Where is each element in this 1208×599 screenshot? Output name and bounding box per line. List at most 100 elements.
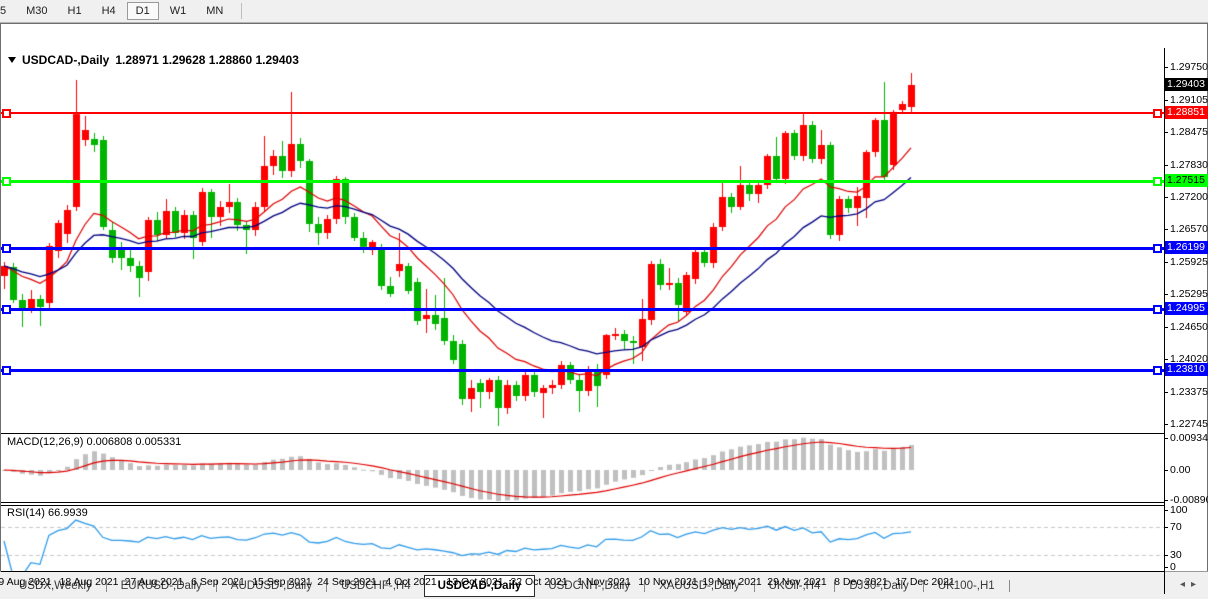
price-badge-1.26199: 1.26199: [1165, 241, 1208, 254]
price-badge-1.24995: 1.24995: [1165, 302, 1208, 315]
rsi-value: 66.9939: [47, 507, 88, 519]
date-label: 9 Aug 2021: [0, 576, 52, 588]
rsi-axis-tick: [1164, 527, 1168, 528]
level-line-1.28851[interactable]: [1, 112, 1164, 114]
price-axis-label: 1.27830: [1170, 159, 1208, 171]
macd-indicator-label: MACD(12,26,9) 0.006808 0.005331: [7, 436, 181, 448]
period-button-5[interactable]: 5: [0, 5, 7, 17]
rsi-axis-label: 0: [1170, 561, 1176, 573]
date-label: 1 Nov 2021: [577, 576, 631, 588]
tab-usdchf-h4[interactable]: USDCHF-,H4: [340, 579, 411, 592]
macd-name: MACD(12,26,9): [7, 436, 84, 448]
period-button-h4[interactable]: H4: [101, 5, 116, 17]
price-axis-tick: [1164, 67, 1168, 68]
tab-xauusd-daily[interactable]: XAUUSD-,Daily: [659, 579, 740, 592]
tab-eurusd-daily[interactable]: EURUSD-,Daily: [120, 579, 202, 592]
tab-scroll-arrows: ◂▸: [1180, 579, 1202, 590]
price-axis-label: 1.27200: [1170, 191, 1208, 203]
chart-ohlc-values: 1.28971 1.29628 1.28860 1.29403: [115, 53, 299, 67]
level-handle-right-1.26199[interactable]: [1153, 244, 1162, 253]
price-axis-tick: [1164, 424, 1168, 425]
price-axis-tick: [1164, 132, 1168, 133]
level-handle-left-1.26199[interactable]: [2, 244, 11, 253]
tab-usdx-weekly[interactable]: USDX,Weekly: [19, 579, 92, 592]
level-handle-right-1.24995[interactable]: [1153, 305, 1162, 314]
price-badge-1.27515: 1.27515: [1165, 174, 1208, 187]
tab-divider: [753, 580, 755, 592]
price-axis-tick: [1164, 392, 1168, 393]
chart-canvas[interactable]: [1, 48, 1165, 595]
tab-uk100-h1[interactable]: UK100-,H1: [937, 579, 995, 592]
tab-divider: [105, 580, 107, 592]
rsi-name: RSI(14): [7, 507, 45, 519]
level-handle-left-1.27515[interactable]: [2, 177, 11, 186]
price-axis-tick: [1164, 197, 1168, 198]
chart-symbol-label: USDCAD-,Daily: [22, 53, 110, 67]
price-axis-label: 1.26570: [1170, 223, 1208, 235]
rsi-axis-label: 100: [1170, 504, 1188, 516]
period-button-m30[interactable]: M30: [26, 5, 48, 17]
level-handle-left-1.28851[interactable]: [2, 109, 11, 118]
macd-axis-label: 0.00: [1170, 464, 1191, 476]
chart-dropdown-icon[interactable]: [8, 57, 16, 63]
tab-divider: [834, 580, 836, 592]
price-axis-label: 1.23375: [1170, 386, 1208, 398]
tab-divider: [215, 580, 217, 592]
toolbar-separator: [241, 3, 243, 19]
level-line-1.2381[interactable]: [1, 369, 1164, 372]
rsi-axis-label: 30: [1170, 549, 1182, 561]
rsi-pane-top-border[interactable]: [1, 505, 1164, 506]
chart-window: USDCAD-,Daily 1.28971 1.29628 1.28860 1.…: [0, 23, 1208, 595]
tab-usdcnh-daily[interactable]: USDCNH-,Daily: [548, 579, 631, 592]
price-axis-tick: [1164, 359, 1168, 360]
price-axis-tick: [1164, 327, 1168, 328]
price-axis-label: 1.29105: [1170, 94, 1208, 106]
level-handle-left-1.24995[interactable]: [2, 305, 11, 314]
price-axis-label: 1.29750: [1170, 61, 1208, 73]
period-button-d1[interactable]: D1: [126, 2, 159, 20]
macd-axis-tick: [1164, 470, 1168, 471]
price-axis-tick: [1164, 294, 1168, 295]
date-label: 4 Oct 2021: [385, 576, 437, 588]
tab-audusd-daily[interactable]: AUDUSD-,Daily: [230, 579, 312, 592]
price-axis-border: [1164, 48, 1165, 594]
tab-ukoil-h4[interactable]: UKOil-,H4: [768, 579, 821, 592]
macd-values: 0.006808 0.005331: [86, 436, 182, 448]
period-button-h1[interactable]: H1: [67, 5, 82, 17]
price-axis-label: 1.28475: [1170, 126, 1208, 138]
tab-scroll-left-icon[interactable]: ◂: [1179, 579, 1191, 590]
tab-scroll-right-icon[interactable]: ▸: [1190, 579, 1202, 590]
price-axis-label: 1.24650: [1170, 321, 1208, 333]
level-handle-left-1.2381[interactable]: [2, 366, 11, 375]
level-handle-right-1.28851[interactable]: [1153, 109, 1162, 118]
price-axis-label: 1.25925: [1170, 256, 1208, 268]
level-handle-right-1.27515[interactable]: [1153, 177, 1162, 186]
date-label: 10 Nov 2021: [638, 576, 698, 588]
macd-axis-tick: [1164, 500, 1168, 501]
price-axis-label: 1.24020: [1170, 353, 1208, 365]
price-badge-1.29403: 1.29403: [1165, 78, 1208, 91]
period-button-mn[interactable]: MN: [206, 5, 224, 17]
level-line-1.24995[interactable]: [1, 308, 1164, 311]
tab-dj30-daily[interactable]: DJ30-,Daily: [849, 579, 909, 592]
price-badge-1.23810: 1.23810: [1165, 363, 1208, 376]
rsi-indicator-label: RSI(14) 66.9939: [7, 507, 88, 519]
level-line-1.26199[interactable]: [1, 247, 1164, 250]
date-label: 15 Sep 2021: [252, 576, 312, 588]
chart-title: USDCAD-,Daily 1.28971 1.29628 1.28860 1.…: [8, 53, 299, 67]
level-line-1.27515[interactable]: [1, 180, 1164, 183]
rsi-axis-tick: [1164, 567, 1168, 568]
period-button-w1[interactable]: W1: [169, 5, 187, 17]
price-badge-1.28851: 1.28851: [1165, 106, 1208, 119]
rsi-axis-tick: [1164, 510, 1168, 511]
date-label: 29 Nov 2021: [767, 576, 827, 588]
rsi-axis-tick: [1164, 555, 1168, 556]
main-macd-pane-separator[interactable]: [1, 433, 1164, 434]
macd-pane-bottom-border[interactable]: [1, 502, 1164, 503]
price-axis-tick: [1164, 100, 1168, 101]
date-label: 17 Dec 2021: [895, 576, 955, 588]
date-label: 8 Dec 2021: [834, 576, 888, 588]
tab-usdcad-daily[interactable]: USDCAD-,Daily: [423, 575, 536, 597]
level-handle-right-1.2381[interactable]: [1153, 366, 1162, 375]
price-axis-tick: [1164, 165, 1168, 166]
